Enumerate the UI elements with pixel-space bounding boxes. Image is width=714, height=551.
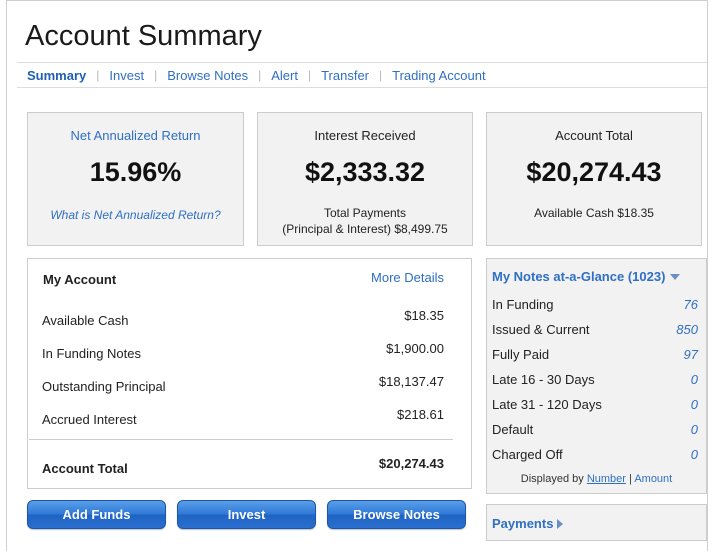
net-annualized-return-panel: Net Annualized Return 15.96% What is Net… (27, 112, 244, 246)
display-by-separator: | (629, 473, 632, 485)
account-row: Outstanding Principal $18,137.47 (42, 374, 444, 397)
account-total-row-value: $20,274.43 (378, 456, 444, 471)
available-cash-text: Available Cash $18.35 (534, 206, 654, 220)
account-total-value: $20,274.43 (526, 157, 662, 187)
glance-row: In Funding 76 (492, 297, 698, 315)
interest-received-panel: Interest Received $2,333.32 Total Paymen… (257, 112, 473, 246)
more-details-link[interactable]: More Details (371, 270, 444, 285)
payments-toggle[interactable]: Payments (492, 516, 564, 531)
account-row-value: $18,137.47 (378, 374, 444, 389)
chevron-down-icon (670, 273, 681, 280)
total-payments-text: Total Payments (Principal & Interest) $8… (258, 205, 472, 237)
notes-at-a-glance-title-text: My Notes at-a-Glance (1023) (492, 269, 666, 284)
page-title: Account Summary (25, 20, 262, 52)
account-row: In Funding Notes $1,900.00 (42, 341, 444, 364)
displayed-by-label: Displayed by (520, 473, 584, 485)
browse-notes-button[interactable]: Browse Notes (327, 500, 466, 529)
net-annualized-return-label[interactable]: Net Annualized Return (70, 128, 201, 143)
account-row-value: $218.61 (397, 407, 444, 422)
account-row-label: Accrued Interest (42, 412, 137, 427)
glance-row-value[interactable]: 850 (676, 322, 698, 337)
chevron-right-icon (557, 518, 564, 529)
glance-row: Late 16 - 30 Days 0 (492, 372, 698, 390)
nav-alert[interactable]: Alert (271, 67, 298, 83)
glance-row-value[interactable]: 0 (690, 447, 698, 462)
nav-separator: | (154, 68, 158, 82)
add-funds-button[interactable]: Add Funds (27, 500, 166, 529)
account-row-label: In Funding Notes (42, 346, 142, 361)
nav-separator: | (258, 68, 262, 82)
nav-summary[interactable]: Summary (27, 67, 87, 83)
glance-row: Charged Off 0 (492, 447, 698, 465)
glance-row-value[interactable]: 97 (683, 347, 698, 362)
account-row: Available Cash $18.35 (42, 308, 444, 331)
display-by-amount-link[interactable]: Amount (634, 473, 673, 485)
total-payments-line2: (Principal & Interest) $8,499.75 (282, 222, 448, 236)
account-divider (29, 439, 453, 440)
glance-row-label: Late 31 - 120 Days (492, 397, 602, 412)
glance-row-value[interactable]: 0 (690, 422, 698, 437)
displayed-by-toggle: Displayed by Number | Amount (487, 473, 706, 485)
nav-separator: | (379, 68, 383, 82)
glance-row-label: Charged Off (492, 447, 563, 462)
account-row-label: Outstanding Principal (42, 379, 166, 394)
glance-row-value[interactable]: 76 (683, 297, 698, 312)
nav-separator: | (96, 68, 100, 82)
page-frame (6, 0, 708, 551)
account-total-label: Account Total (555, 128, 633, 143)
interest-received-value: $2,333.32 (304, 157, 426, 187)
account-row-label: Available Cash (42, 313, 129, 328)
interest-received-label: Interest Received (314, 128, 416, 143)
net-annualized-return-value: 15.96% (89, 157, 182, 187)
payments-label: Payments (492, 516, 554, 531)
glance-row-value[interactable]: 0 (690, 372, 698, 387)
payments-panel: Payments (486, 504, 707, 541)
glance-row-label: In Funding (492, 297, 554, 312)
notes-at-a-glance-panel: My Notes at-a-Glance (1023) In Funding 7… (486, 258, 707, 494)
account-row-value: $1,900.00 (386, 341, 444, 356)
nav-separator: | (307, 68, 312, 82)
account-total-panel: Account Total $20,274.43 Available Cash … (486, 112, 702, 246)
sub-navigation: Summary | Invest | Browse Notes | Alert … (17, 62, 707, 88)
account-row-value: $18.35 (404, 308, 444, 323)
my-account-title: My Account (43, 272, 117, 287)
notes-at-a-glance-title[interactable]: My Notes at-a-Glance (1023) (492, 269, 681, 284)
total-payments-line1: Total Payments (323, 206, 407, 220)
glance-row-value[interactable]: 0 (690, 397, 698, 412)
glance-row: Fully Paid 97 (492, 347, 698, 365)
glance-row: Late 31 - 120 Days 0 (492, 397, 698, 415)
display-by-number-link[interactable]: Number (586, 473, 626, 485)
nav-transfer[interactable]: Transfer (321, 67, 370, 83)
glance-row-label: Late 16 - 30 Days (492, 372, 595, 387)
account-total-row-label: Account Total (42, 461, 128, 476)
nav-invest[interactable]: Invest (109, 67, 145, 83)
my-account-panel: My Account More Details Available Cash $… (27, 258, 472, 489)
glance-row-label: Issued & Current (492, 322, 590, 337)
nav-browse-notes[interactable]: Browse Notes (167, 67, 249, 83)
glance-row-label: Default (492, 422, 534, 437)
glance-row: Default 0 (492, 422, 698, 440)
nav-trading-account[interactable]: Trading Account (392, 67, 486, 83)
invest-button[interactable]: Invest (177, 500, 316, 529)
net-annualized-return-help-link[interactable]: What is Net Annualized Return? (50, 208, 221, 222)
glance-row: Issued & Current 850 (492, 322, 698, 340)
account-row: Accrued Interest $218.61 (42, 407, 444, 430)
glance-row-label: Fully Paid (492, 347, 550, 362)
